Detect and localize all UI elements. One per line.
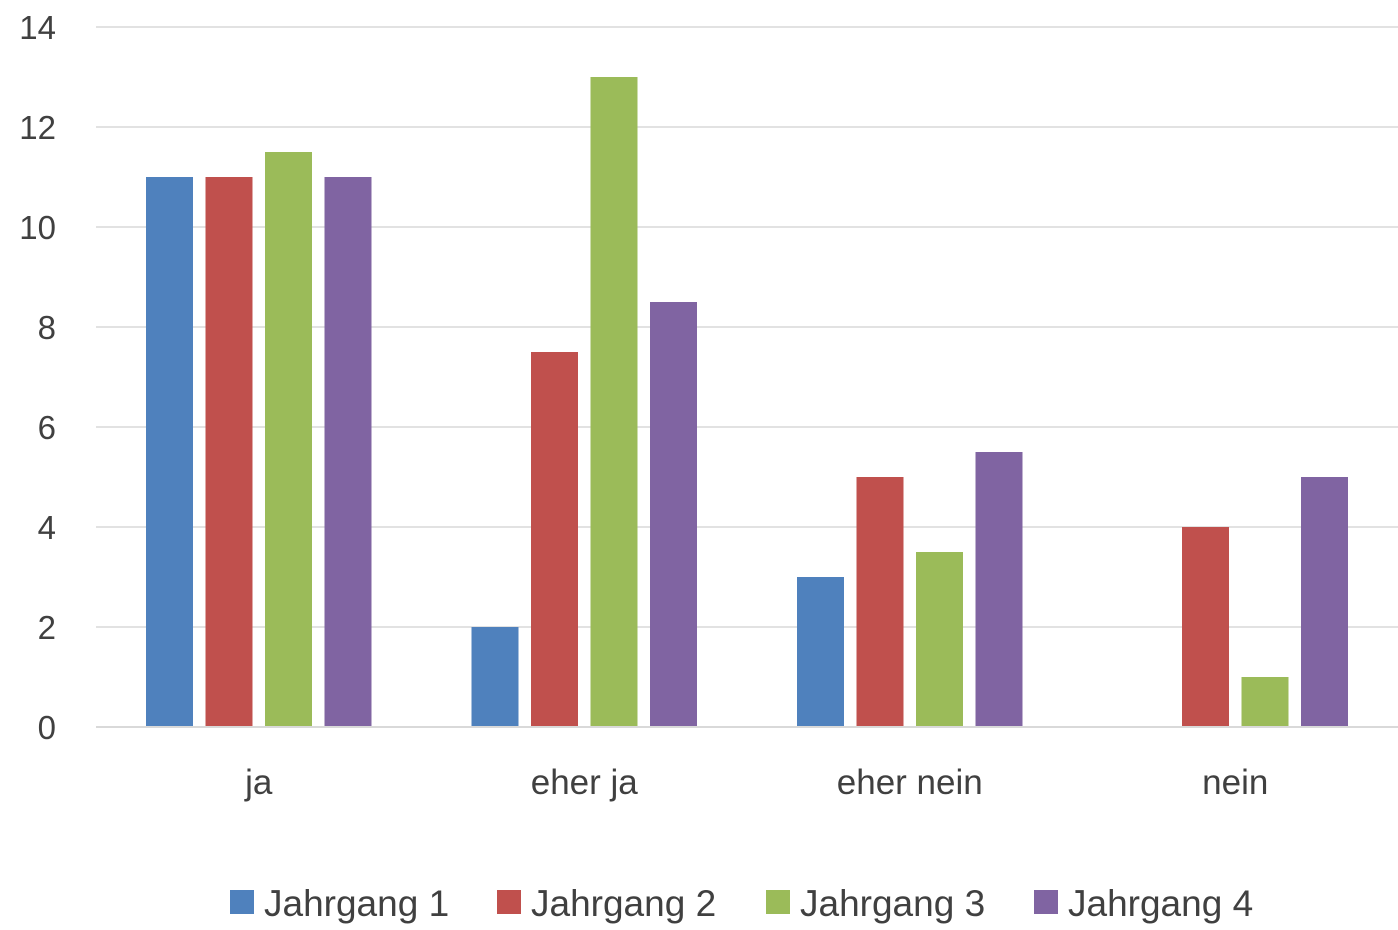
bar-jahrgang-1-eher-ja (471, 627, 519, 727)
bar-jahrgang-2-eher-ja (531, 352, 578, 727)
bars (146, 77, 1348, 727)
y-tick-label: 14 (19, 9, 56, 46)
y-axis-ticks: 0 2 4 6 8 10 12 14 (19, 9, 56, 746)
legend-label: Jahrgang 2 (531, 883, 716, 924)
legend-swatch (230, 890, 254, 914)
bar-jahrgang-2-ja (205, 177, 253, 727)
bar-jahrgang-4-nein (1301, 477, 1348, 727)
bar-jahrgang-1-ja (146, 177, 193, 727)
legend-label: Jahrgang 4 (1068, 883, 1253, 924)
bar-jahrgang-3-eher-ja (590, 77, 638, 727)
x-axis-categories: ja eher ja eher nein nein (244, 763, 1268, 802)
y-tick-label: 10 (19, 209, 56, 246)
x-category-label: eher ja (531, 763, 639, 802)
y-tick-label: 12 (19, 109, 56, 146)
bar-jahrgang-2-eher-nein (856, 477, 904, 727)
y-tick-label: 8 (38, 309, 56, 346)
y-tick-label: 4 (38, 509, 56, 546)
y-tick-label: 6 (38, 409, 56, 446)
legend-label: Jahrgang 3 (800, 883, 985, 924)
y-tick-label: 2 (38, 609, 56, 646)
legend-swatch (766, 890, 790, 914)
legend-swatch (497, 890, 521, 914)
legend-label: Jahrgang 1 (264, 883, 449, 924)
y-tick-label: 0 (38, 709, 56, 746)
bar-jahrgang-4-eher-ja (650, 302, 697, 727)
bar-jahrgang-3-ja (265, 152, 312, 727)
x-category-label: eher nein (837, 763, 983, 802)
x-category-label: ja (244, 763, 273, 802)
x-category-label: nein (1202, 763, 1268, 802)
bar-jahrgang-3-eher-nein (916, 552, 963, 727)
bar-jahrgang-3-nein (1241, 677, 1289, 727)
legend-swatch (1034, 890, 1058, 914)
legend: Jahrgang 1 Jahrgang 2 Jahrgang 3 Jahrgang 4 (230, 883, 1253, 924)
bar-jahrgang-2-nein (1182, 527, 1229, 727)
bar-jahrgang-4-eher-nein (975, 452, 1023, 727)
bar-jahrgang-1-eher-nein (797, 577, 844, 727)
gridlines (96, 26, 1398, 628)
bar-jahrgang-4-ja (324, 177, 372, 727)
